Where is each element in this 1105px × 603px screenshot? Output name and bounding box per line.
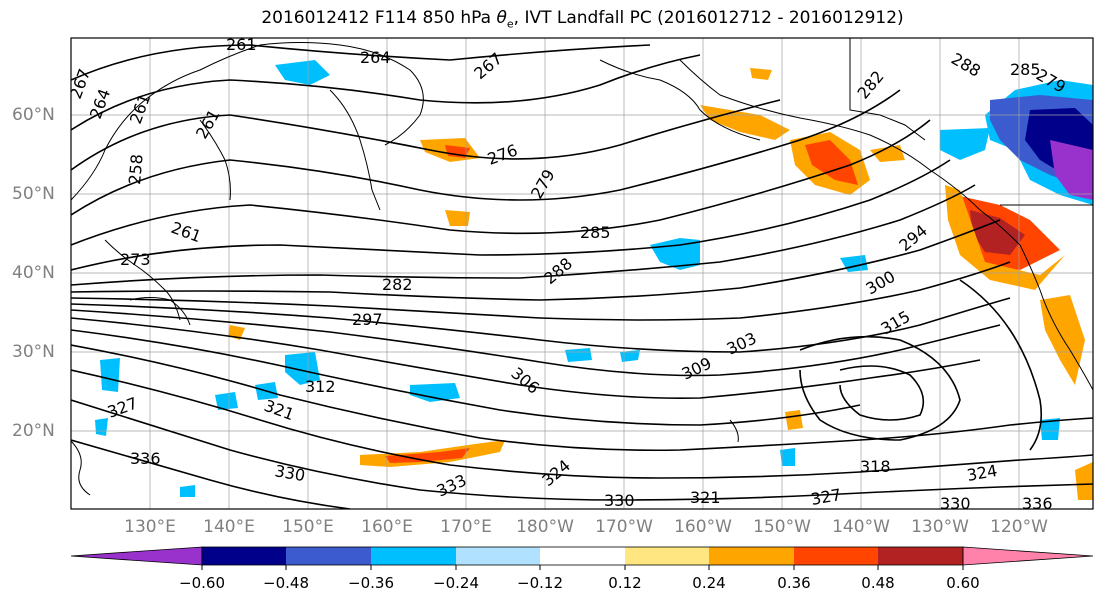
contour-label: 336: [1022, 494, 1053, 513]
colorbar-swatch: [202, 547, 286, 565]
anomaly-shading: [95, 60, 1093, 500]
colorbar-tick: −0.36: [348, 574, 394, 592]
map-frame: [70, 37, 1094, 510]
contour-label: 330: [604, 491, 635, 510]
lon-label-160e: 160°E: [361, 517, 413, 537]
colorbar-tick: −0.48: [263, 574, 309, 592]
lon-label-120w: 120°W: [990, 517, 1048, 537]
lon-label-180w: 180°W: [516, 517, 574, 537]
lat-label-60n: 60°N: [12, 105, 55, 125]
contour-label: 264: [360, 48, 391, 67]
lat-label-20n: 20°N: [12, 421, 55, 441]
colorbar-tick: −0.24: [433, 574, 479, 592]
contour-label: 330: [940, 494, 971, 513]
colorbar-swatch: [709, 547, 794, 565]
lon-label-150e: 150°E: [282, 517, 334, 537]
colorbar-swatch: [540, 547, 625, 565]
contour-label: 312: [305, 377, 336, 396]
contour-label: 285: [580, 223, 611, 242]
contour-label: 282: [382, 275, 413, 294]
lat-label-50n: 50°N: [12, 184, 55, 204]
contour-label: 297: [352, 310, 383, 329]
colorbar-swatch: [625, 547, 709, 565]
lon-label-170w: 170°W: [595, 517, 653, 537]
contour-label: 273: [120, 250, 151, 269]
map-title: 2016012412 F114 850 hPa θe, IVT Landfall…: [261, 8, 904, 31]
colorbar-swatch: [878, 547, 963, 565]
colorbar-swatch: [794, 547, 878, 565]
theta-e-contours: [71, 44, 1093, 509]
lon-label-160w: 160°W: [674, 517, 732, 537]
theta-subscript: e: [506, 17, 514, 31]
lon-label-140w: 140°W: [832, 517, 890, 537]
contour-label: 258: [125, 153, 147, 185]
contour-label: 336: [130, 449, 161, 468]
contour-label: 261: [226, 35, 257, 54]
contour-label: 318: [860, 457, 891, 476]
colorbar-tick: 0.12: [608, 574, 642, 592]
lat-label-30n: 30°N: [12, 342, 55, 362]
colorbar-frame: [201, 546, 964, 566]
colorbar: [70, 546, 1094, 570]
lon-label-130e: 130°E: [124, 517, 176, 537]
lon-label-150w: 150°W: [753, 517, 811, 537]
contour-label: 285: [1010, 60, 1041, 79]
colorbar-tick: −0.60: [179, 574, 225, 592]
lon-label-140e: 140°E: [203, 517, 255, 537]
colorbar-swatch: [456, 547, 540, 565]
colorbar-tick: −0.12: [517, 574, 563, 592]
contour-label: 321: [690, 488, 721, 507]
colorbar-swatch: [286, 547, 371, 565]
theta-symbol: θ: [496, 8, 507, 28]
colorbar-tick: 0.48: [861, 574, 895, 592]
colorbar-tick: 0.24: [692, 574, 726, 592]
lat-label-40n: 40°N: [12, 263, 55, 283]
colorbar-swatch: [371, 547, 456, 565]
lon-label-170e: 170°E: [440, 517, 492, 537]
colorbar-extend-high: [962, 546, 1094, 566]
colorbar-tick: 0.60: [946, 574, 980, 592]
lon-label-130w: 130°W: [911, 517, 969, 537]
colorbar-extend-low: [70, 546, 203, 566]
colorbar-tick: 0.36: [777, 574, 811, 592]
